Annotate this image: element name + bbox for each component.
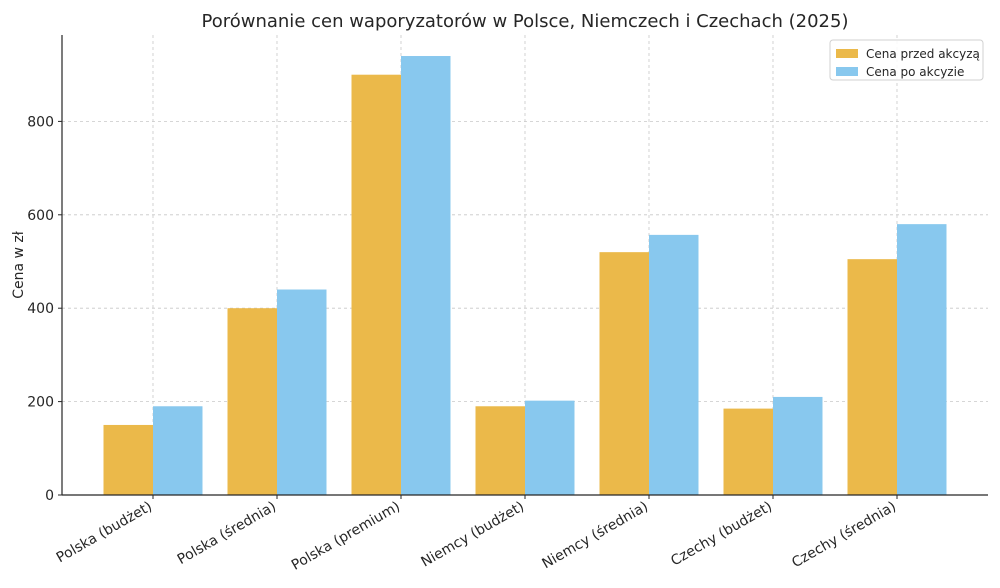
x-tick-label-4: Niemcy (średnia) — [539, 499, 651, 573]
x-tick-label-5: Czechy (budżet) — [668, 499, 775, 570]
bar-series2-1 — [277, 289, 327, 495]
legend: Cena przed akcyzą Cena po akcyzie — [829, 39, 984, 81]
legend-swatch-1 — [836, 49, 858, 58]
x-tick-label-6: Czechy (średnia) — [789, 499, 899, 572]
x-tick-label-1: Polska (średnia) — [175, 499, 279, 568]
bar-series1-4 — [599, 252, 649, 495]
bar-series2-0 — [153, 406, 203, 495]
bars — [103, 56, 947, 495]
y-ticks: 0 200 400 600 800 — [27, 114, 62, 504]
bar-series1-0 — [103, 424, 153, 495]
y-tick-label-2: 400 — [27, 301, 54, 317]
bar-series1-2 — [351, 74, 401, 495]
bar-series1-5 — [723, 408, 773, 495]
x-tick-label-2: Polska (premium) — [289, 499, 403, 574]
bar-series2-3 — [525, 400, 575, 495]
chart-title: Porównanie cen waporyzatorów w Polsce, N… — [202, 11, 849, 32]
y-tick-label-3: 600 — [27, 208, 54, 224]
legend-label-1: Cena przed akcyzą — [866, 47, 980, 61]
x-tick-label-0: Polska (budżet) — [54, 499, 155, 567]
y-tick-label-0: 0 — [45, 488, 54, 504]
legend-box — [829, 39, 984, 81]
bar-series1-6 — [847, 259, 897, 495]
x-tick-label-3: Niemcy (budżet) — [418, 499, 527, 571]
legend-label-2: Cena po akcyzie — [866, 65, 964, 79]
bar-series2-2 — [401, 56, 451, 495]
bar-series2-4 — [649, 234, 699, 495]
bar-series2-5 — [773, 396, 823, 495]
y-tick-label-1: 200 — [27, 395, 54, 411]
bar-series1-3 — [475, 406, 525, 495]
x-ticks: Polska (budżet) Polska (średnia) Polska (p… — [54, 495, 899, 574]
y-tick-label-4: 800 — [27, 114, 54, 130]
y-axis-label: Cena w zł — [11, 231, 27, 299]
bar-series2-6 — [897, 224, 947, 495]
legend-swatch-2 — [836, 67, 858, 76]
bar-series1-1 — [227, 308, 277, 495]
